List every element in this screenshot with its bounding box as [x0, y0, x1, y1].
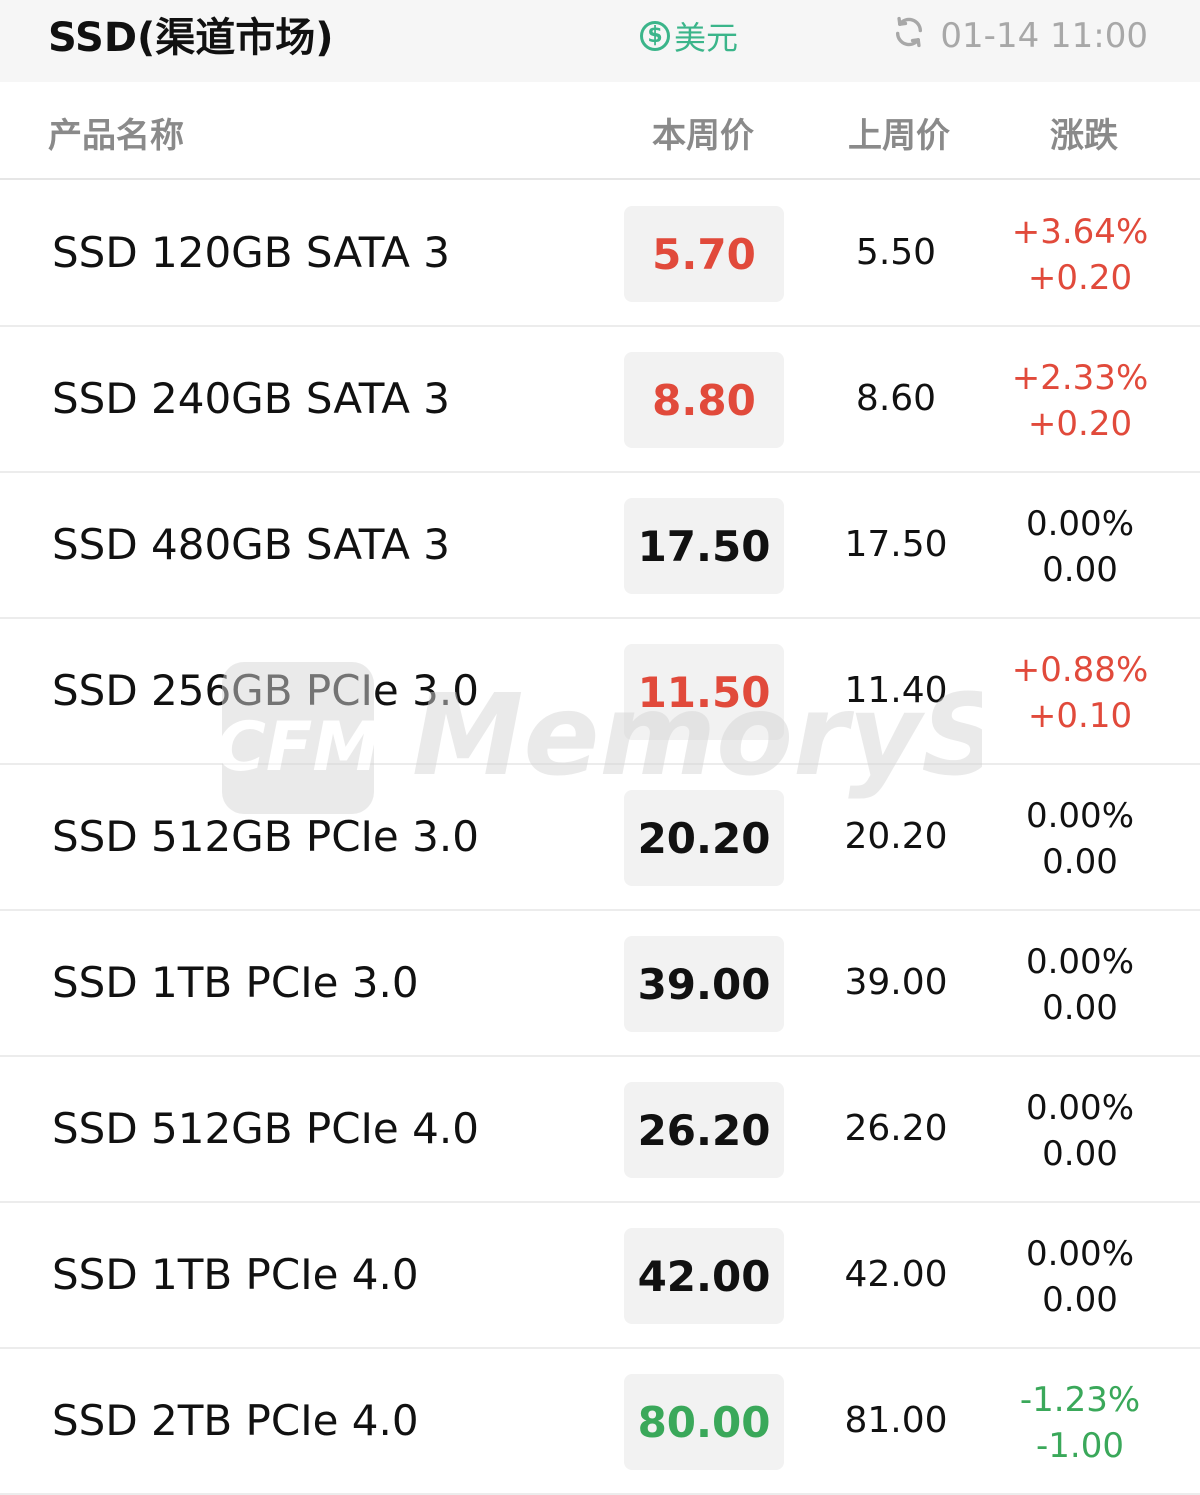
change-percent: +2.33%: [1011, 358, 1149, 398]
dollar-icon: $: [640, 21, 670, 51]
table-row[interactable]: SSD 2TB PCIe 4.0 80.00 81.00 -1.23% -1.0…: [0, 1349, 1200, 1495]
change-percent: 0.00%: [1025, 796, 1134, 836]
table-row[interactable]: SSD 512GB PCIe 4.0 26.20 26.20 0.00% 0.0…: [0, 1057, 1200, 1203]
column-header-current[interactable]: 本周价: [652, 116, 754, 156]
table-row[interactable]: SSD 1TB PCIe 3.0 39.00 39.00 0.00% 0.00: [0, 911, 1200, 1057]
price-change: +2.33% +0.20: [1000, 355, 1160, 447]
price-change: -1.23% -1.00: [1000, 1377, 1160, 1469]
current-price: 39.00: [624, 936, 784, 1032]
previous-price: 26.20: [844, 1108, 948, 1149]
change-percent: 0.00%: [1025, 1234, 1134, 1274]
change-amount: +0.20: [1027, 258, 1133, 298]
table-row[interactable]: SSD 240GB SATA 3 8.80 8.60 +2.33% +0.20: [0, 327, 1200, 473]
previous-price: 81.00: [844, 1400, 948, 1441]
change-amount: 0.00: [1042, 550, 1118, 590]
change-amount: +0.20: [1027, 404, 1133, 444]
change-amount: -1.00: [1036, 1426, 1124, 1466]
product-name: SSD 256GB PCIe 3.0: [52, 666, 479, 715]
table-row[interactable]: SSD 480GB SATA 3 17.50 17.50 0.00% 0.00: [0, 473, 1200, 619]
column-header-change[interactable]: 涨跌: [1050, 116, 1118, 156]
product-name: SSD 512GB PCIe 3.0: [52, 812, 479, 861]
column-header-name: 产品名称: [48, 116, 184, 156]
table-row[interactable]: SSD 1TB PCIe 4.0 42.00 42.00 0.00% 0.00: [0, 1203, 1200, 1349]
current-price: 17.50: [624, 498, 784, 594]
change-percent: 0.00%: [1025, 1088, 1134, 1128]
change-amount: 0.00: [1042, 1134, 1118, 1174]
change-amount: +0.10: [1027, 696, 1133, 736]
previous-price: 17.50: [844, 524, 948, 565]
current-price: 80.00: [624, 1374, 784, 1470]
column-header-previous[interactable]: 上周价: [848, 116, 950, 156]
product-name: SSD 2TB PCIe 4.0: [52, 1396, 419, 1445]
table-header: 产品名称 本周价 上周价 涨跌: [0, 82, 1200, 180]
previous-price: 20.20: [844, 816, 948, 857]
change-percent: -1.23%: [1019, 1380, 1141, 1420]
current-price: 5.70: [624, 206, 784, 302]
current-price: 20.20: [624, 790, 784, 886]
update-time: 01-14 11:00: [940, 16, 1148, 56]
refresh-icon[interactable]: [892, 15, 926, 58]
product-name: SSD 1TB PCIe 4.0: [52, 1250, 419, 1299]
price-change: 0.00% 0.00: [1000, 1085, 1160, 1177]
current-price: 26.20: [624, 1082, 784, 1178]
page-title: SSD(渠道市场): [48, 15, 334, 61]
price-table: SSD 120GB SATA 3 5.70 5.50 +3.64% +0.20 …: [0, 181, 1200, 1495]
previous-price: 11.40: [844, 670, 948, 711]
previous-price: 39.00: [844, 962, 948, 1003]
table-row[interactable]: SSD 512GB PCIe 3.0 20.20 20.20 0.00% 0.0…: [0, 765, 1200, 911]
price-change: +3.64% +0.20: [1000, 209, 1160, 301]
price-change: +0.88% +0.10: [1000, 647, 1160, 739]
change-percent: 0.00%: [1025, 942, 1134, 982]
previous-price: 42.00: [844, 1254, 948, 1295]
table-row[interactable]: SSD 256GB PCIe 3.0 11.50 11.40 +0.88% +0…: [0, 619, 1200, 765]
current-price: 8.80: [624, 352, 784, 448]
price-change: 0.00% 0.00: [1000, 793, 1160, 885]
change-percent: +3.64%: [1011, 212, 1149, 252]
price-change: 0.00% 0.00: [1000, 501, 1160, 593]
previous-price: 5.50: [855, 232, 937, 273]
change-percent: 0.00%: [1025, 504, 1134, 544]
price-change: 0.00% 0.00: [1000, 1231, 1160, 1323]
product-name: SSD 120GB SATA 3: [52, 228, 450, 277]
change-amount: 0.00: [1042, 988, 1118, 1028]
price-change: 0.00% 0.00: [1000, 939, 1160, 1031]
change-amount: 0.00: [1042, 1280, 1118, 1320]
page-header: SSD(渠道市场) $ 美元 01-14 11:00: [0, 0, 1200, 82]
product-name: SSD 512GB PCIe 4.0: [52, 1104, 479, 1153]
previous-price: 8.60: [855, 378, 937, 419]
change-percent: +0.88%: [1011, 650, 1149, 690]
product-name: SSD 1TB PCIe 3.0: [52, 958, 419, 1007]
product-name: SSD 480GB SATA 3: [52, 520, 450, 569]
current-price: 11.50: [624, 644, 784, 740]
current-price: 42.00: [624, 1228, 784, 1324]
table-row[interactable]: SSD 120GB SATA 3 5.70 5.50 +3.64% +0.20: [0, 181, 1200, 327]
currency-toggle[interactable]: $ 美元: [640, 12, 738, 60]
currency-label: 美元: [674, 19, 739, 57]
update-info: 01-14 11:00: [892, 12, 1148, 60]
product-name: SSD 240GB SATA 3: [52, 374, 450, 423]
change-amount: 0.00: [1042, 842, 1118, 882]
